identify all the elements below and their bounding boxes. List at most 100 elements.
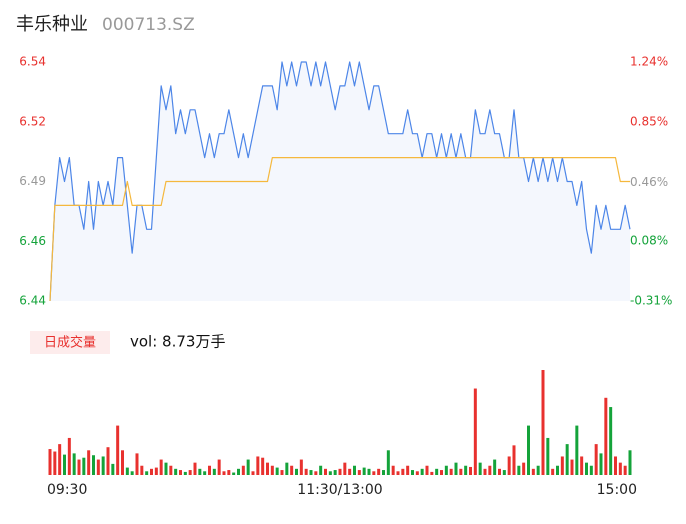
volume-bar (483, 468, 487, 475)
volume-bar (87, 450, 91, 475)
volume-bar (604, 397, 608, 475)
volume-bar (48, 449, 52, 475)
volume-bar (82, 457, 86, 475)
volume-bar (464, 465, 468, 475)
volume-bar (517, 465, 521, 475)
volume-bar (328, 471, 332, 475)
volume-bar (338, 468, 342, 475)
y2-tick-label: 1.24% (630, 55, 668, 69)
volume-bar (188, 470, 192, 475)
volume-bar (227, 470, 231, 475)
volume-bar (420, 468, 424, 475)
volume-bar (560, 456, 564, 475)
volume-bar (217, 459, 221, 475)
volume-bar (527, 425, 530, 475)
volume-bar (585, 462, 588, 475)
volume-bar (183, 471, 187, 475)
x-tick-label: 15:00 (597, 482, 637, 498)
volume-bar (502, 470, 506, 475)
volume-bar (449, 468, 453, 475)
volume-bar (618, 462, 622, 475)
y2-tick-label: 0.85% (630, 115, 668, 129)
price-area (50, 62, 630, 301)
y-tick-label: 6.46 (19, 234, 46, 248)
volume-bar (382, 470, 385, 475)
volume-bar (116, 425, 120, 475)
volume-bar (401, 468, 405, 475)
y-tick-label: 6.52 (19, 114, 46, 128)
y-tick-label: 6.44 (19, 294, 46, 308)
volume-bar (430, 471, 434, 475)
volume-bar (551, 468, 555, 475)
volume-bar (232, 472, 236, 475)
volume-bar (599, 453, 603, 475)
average-line (49, 157, 630, 302)
volume-bar (266, 462, 269, 475)
volume-bar (473, 388, 477, 475)
volume-bar (440, 470, 443, 475)
volume-bar (628, 450, 632, 475)
volume-bar (512, 445, 516, 475)
volume-bar (556, 465, 559, 475)
volume-bar (498, 468, 501, 475)
volume-bar (111, 463, 115, 475)
volume-bar (169, 465, 173, 475)
volume-bar (609, 407, 613, 475)
volume-bar (241, 465, 245, 475)
volume-bar (546, 437, 550, 475)
volume-bar (396, 471, 400, 475)
volume-bar (270, 465, 274, 475)
volume-bar (314, 471, 318, 475)
volume-bar (106, 447, 110, 475)
volume-bar (580, 456, 584, 475)
volume-bar (435, 468, 439, 475)
volume-bar (208, 465, 211, 475)
volume-bar (391, 465, 395, 475)
volume-bar (159, 459, 163, 475)
y2-tick-label: -0.31% (630, 294, 672, 308)
volume-bar (309, 470, 313, 475)
volume-bar (614, 456, 617, 475)
y-tick-label: 6.49 (19, 174, 46, 188)
volume-bar (174, 468, 178, 475)
volume-bar (198, 468, 202, 475)
volume-bar (444, 465, 448, 475)
volume-bar (130, 471, 134, 475)
volume-bar (319, 465, 323, 475)
volume-bar (135, 453, 139, 475)
volume-bar (72, 453, 76, 475)
volume-bar (411, 470, 414, 475)
volume-bar (304, 468, 308, 475)
volume-bar (101, 456, 105, 475)
volume-bar (372, 471, 376, 475)
volume-bar (522, 462, 526, 475)
volume-bar (222, 471, 226, 475)
volume-badge-bg (30, 331, 110, 354)
volume-bar (203, 471, 207, 475)
volume-bar (67, 437, 71, 475)
volume-bar (256, 456, 260, 475)
volume-bar (333, 470, 337, 475)
y-tick-label: 6.54 (19, 55, 46, 69)
volume-bar (488, 465, 492, 475)
volume-bar (454, 462, 458, 475)
volume-bar (275, 467, 279, 475)
volume-bar (150, 468, 153, 475)
x-tick-label: 11:30/13:00 (297, 482, 382, 498)
volume-bar (53, 451, 57, 475)
volume-bar (575, 425, 579, 475)
volume-bar (541, 370, 545, 475)
volume-bar (246, 459, 250, 475)
stock-name: 丰乐种业 (16, 14, 88, 35)
volume-bar (507, 456, 511, 475)
volume-label: vol: 8.73万手 (130, 333, 225, 351)
volume-bar (459, 468, 463, 475)
volume-bar (125, 467, 129, 475)
volume-bar (164, 462, 168, 475)
volume-bar (299, 459, 303, 475)
volume-bar (63, 454, 66, 475)
volume-bar (193, 462, 197, 475)
volume-bar (425, 465, 429, 475)
